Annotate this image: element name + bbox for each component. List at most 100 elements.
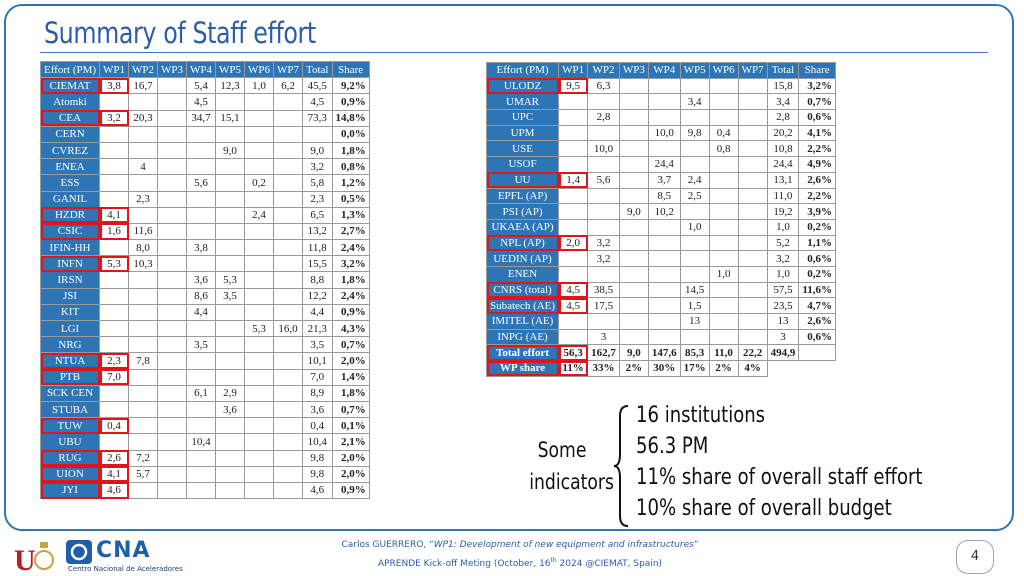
wp-cell [558, 265, 589, 283]
total-effort-label: Total effort [485, 344, 560, 362]
institution-cell: USOF [485, 156, 560, 173]
wp-cell: 7,8 [128, 352, 159, 370]
table-row: ESS 5,6 0,2 5,8 1,2% [39, 174, 370, 192]
institution-cell: TUW [39, 417, 101, 435]
total-cell: 3,2 [302, 158, 333, 176]
institution-cell: CVREZ [39, 141, 101, 160]
wp-cell [273, 239, 304, 257]
wp-cell [558, 187, 589, 205]
wp-cell [273, 433, 304, 451]
wp-cell [273, 481, 304, 500]
wp-cell [99, 190, 130, 208]
wp-cell [186, 319, 217, 338]
cna-logo: CNA Centro Nacional de Aceleradores [66, 538, 183, 573]
wp-cell [587, 218, 620, 236]
wp-cell [99, 433, 130, 451]
table-row: JYI 4,6 4,6 0,9% [39, 481, 370, 500]
wp-cell [244, 465, 275, 483]
cna-subtitle: Centro Nacional de Aceleradores [68, 565, 183, 573]
total-cell: 3,5 [302, 336, 333, 354]
table-row: EPFL (AP) 8,5 2,5 11,0 2,2% [485, 187, 836, 205]
institution-cell: SCK CEN [39, 384, 101, 402]
column-header: WP4 [647, 62, 681, 79]
seal-letter: U [14, 544, 36, 574]
share-cell: 2,4% [331, 287, 370, 305]
table-row: CVREZ 9,0 9,0 1,8% [39, 141, 370, 160]
wp-cell [273, 384, 304, 402]
wp-cell [215, 206, 246, 224]
wp-cell [737, 109, 768, 126]
wp-share-cell: 17% [679, 360, 710, 377]
wp-cell [737, 265, 768, 283]
column-header: Effort (PM) [485, 62, 560, 79]
wp-cell [587, 124, 620, 142]
total-cell: 3 [766, 328, 800, 346]
wp-cell [128, 368, 159, 386]
wp-cell [215, 465, 246, 483]
title-divider [40, 52, 988, 53]
wp-cell [273, 336, 304, 354]
total-effort-cell: 11,0 [708, 344, 739, 362]
column-header: WP1 [558, 62, 589, 79]
total-effort-cell: 85,3 [679, 344, 710, 362]
total-cell: 3,2 [766, 250, 800, 267]
footer-line-2: APRENDE Kick-off Meting (October, 16th 2… [377, 557, 663, 569]
wp-cell [737, 250, 768, 267]
table-row: HZDR 4,1 2,4 6,5 1,3% [39, 206, 370, 224]
wp-cell [215, 336, 246, 354]
wp-cell [244, 255, 275, 273]
total-cell: 4,4 [302, 303, 333, 322]
wp-share-cell: 33% [587, 360, 620, 377]
wp-cell [708, 297, 739, 314]
wp-cell [587, 203, 620, 220]
wp-cell: 6,1 [186, 384, 217, 402]
table-row: UBU 10,4 10,4 2,1% [39, 433, 370, 451]
wp-share-cell: 2% [708, 360, 739, 377]
share-cell: 2,6% [798, 171, 836, 189]
total-effort-cell: 162,7 [587, 344, 620, 362]
wp-cell [618, 124, 649, 142]
wp-cell [679, 234, 710, 252]
wp-cell [186, 190, 217, 208]
wp-cell [215, 368, 246, 386]
wp-cell: 6,2 [273, 77, 304, 95]
wp-cell [618, 77, 649, 95]
wp-cell: 1,0 [244, 77, 275, 95]
wp-cell [618, 171, 649, 189]
table-row: UPC 2,8 2,8 0,6% [485, 109, 836, 126]
institution-cell: UKAEA (AP) [485, 218, 560, 236]
wp-cell [157, 93, 188, 111]
total-cell: 21,3 [302, 319, 333, 338]
table-row: ENEN 1,0 1,0 0,2% [485, 265, 836, 283]
wp-cell [157, 400, 188, 419]
share-cell: 0,2% [798, 218, 836, 236]
column-header: Share [331, 60, 370, 79]
wp-cell: 7,2 [128, 449, 159, 467]
total-cell: 15,8 [766, 77, 800, 95]
table-row: UION 4,1 5,7 9,8 2,0% [39, 465, 370, 483]
wp-cell: 5,3 [215, 271, 246, 289]
total-cell: 0,4 [302, 417, 333, 435]
total-effort-row: Total effort 56,3 162,7 9,0 147,6 85,3 11,0 22,… [485, 344, 836, 362]
wp-cell [99, 141, 130, 160]
share-cell: 4,9% [798, 156, 836, 173]
share-cell: 4,7% [798, 297, 836, 314]
wp-cell: 4,5 [558, 297, 589, 314]
wp-cell [99, 239, 130, 257]
total-cell: 10,1 [302, 352, 333, 370]
wp-cell [244, 449, 275, 467]
slide-title: Summary of Staff effort [44, 16, 316, 50]
total-cell: 6,5 [302, 206, 333, 224]
wp-cell [244, 141, 275, 160]
wp-cell [244, 93, 275, 111]
wp-cell [273, 287, 304, 305]
wp-cell: 3,6 [186, 271, 217, 289]
wp-cell [618, 328, 649, 346]
share-cell: 0,7% [331, 336, 370, 354]
cna-mark-icon [66, 540, 92, 564]
wp-cell [157, 190, 188, 208]
wp-cell [186, 125, 217, 143]
wp-cell: 20,3 [128, 109, 159, 127]
share-cell: 2,2% [798, 140, 836, 158]
indicator-institutions: 16 institutions [636, 403, 766, 428]
